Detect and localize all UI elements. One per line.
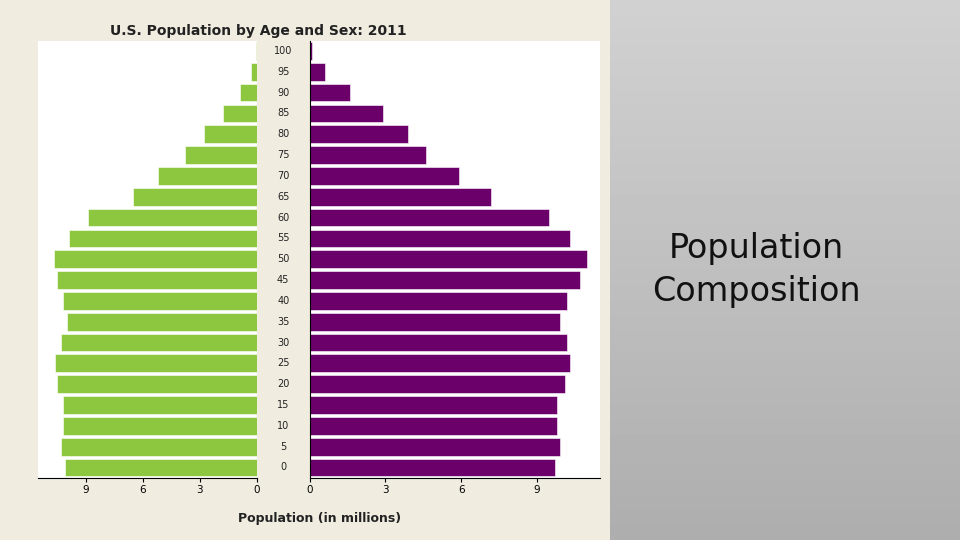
Bar — [67, 313, 256, 330]
Text: 15: 15 — [277, 400, 289, 410]
Bar — [133, 188, 256, 206]
Bar — [61, 438, 256, 456]
Bar — [58, 375, 256, 393]
Bar — [309, 105, 383, 122]
Text: Population
Composition: Population Composition — [653, 232, 861, 308]
Text: 0: 0 — [280, 462, 286, 472]
Text: 50: 50 — [277, 254, 289, 264]
Text: 100: 100 — [274, 46, 293, 56]
Text: 65: 65 — [277, 192, 289, 202]
Text: 10: 10 — [277, 421, 289, 431]
Bar — [309, 167, 459, 185]
Bar — [54, 251, 256, 268]
Bar — [63, 292, 256, 310]
Bar — [309, 458, 555, 476]
Bar — [309, 292, 567, 310]
Bar — [65, 458, 256, 476]
Text: 75: 75 — [276, 150, 290, 160]
Text: 5: 5 — [280, 442, 286, 451]
Text: 25: 25 — [276, 359, 290, 368]
Text: 55: 55 — [276, 233, 290, 244]
Text: 60: 60 — [277, 213, 289, 222]
Bar — [252, 63, 256, 80]
Bar — [309, 84, 350, 102]
Text: 20: 20 — [277, 379, 289, 389]
Bar — [309, 417, 557, 435]
Bar — [87, 208, 256, 226]
Bar — [309, 313, 560, 330]
Text: 45: 45 — [277, 275, 289, 285]
Bar — [63, 417, 256, 435]
Bar — [309, 146, 426, 164]
Bar — [309, 354, 569, 372]
Bar — [240, 84, 256, 102]
Text: U.S. Population by Age and Sex: 2011: U.S. Population by Age and Sex: 2011 — [109, 24, 406, 38]
Bar — [309, 375, 564, 393]
Bar — [56, 354, 256, 372]
Bar — [309, 438, 560, 456]
Text: 30: 30 — [277, 338, 289, 348]
Bar — [309, 42, 312, 60]
Bar — [309, 208, 549, 226]
Bar — [63, 396, 256, 414]
Bar — [184, 146, 256, 164]
Bar — [309, 125, 408, 143]
Text: 35: 35 — [277, 316, 289, 327]
Bar — [309, 271, 580, 289]
Bar — [309, 396, 557, 414]
Bar — [69, 230, 256, 247]
Text: 80: 80 — [277, 129, 289, 139]
Bar — [309, 334, 567, 352]
Bar — [309, 230, 569, 247]
Bar — [309, 251, 588, 268]
Text: 70: 70 — [277, 171, 289, 181]
Bar — [58, 271, 256, 289]
Bar — [204, 125, 256, 143]
Text: 90: 90 — [277, 87, 289, 98]
Text: 95: 95 — [277, 67, 289, 77]
Text: Population (in millions): Population (in millions) — [238, 512, 400, 525]
Text: 85: 85 — [277, 109, 289, 118]
Bar — [309, 63, 324, 80]
Bar — [61, 334, 256, 352]
Bar — [223, 105, 256, 122]
Bar — [309, 188, 492, 206]
Bar — [158, 167, 256, 185]
Text: 40: 40 — [277, 296, 289, 306]
